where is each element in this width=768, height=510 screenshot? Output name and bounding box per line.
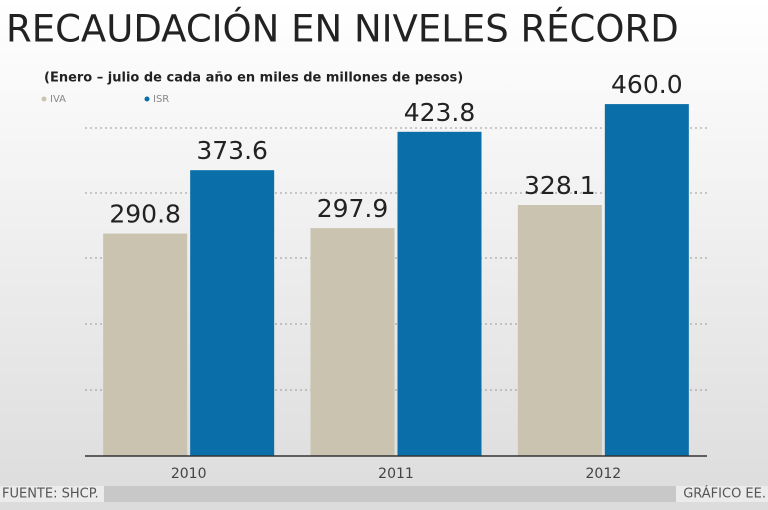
footer-right	[676, 486, 768, 502]
credit: GRÁFICO EE.	[683, 486, 766, 502]
value-label: 373.6	[196, 136, 268, 165]
value-label: 423.8	[404, 98, 476, 127]
bar	[604, 104, 689, 456]
value-label: 290.8	[109, 200, 181, 229]
x-tick-label: 2012	[586, 466, 622, 482]
footer-left	[0, 486, 104, 502]
bar	[103, 233, 188, 456]
grid	[85, 127, 707, 391]
value-label: 460.0	[611, 70, 683, 99]
bar	[190, 170, 275, 457]
bar	[310, 228, 395, 456]
legend-swatch	[144, 96, 150, 102]
footer-bar	[0, 486, 768, 502]
legend-swatch	[41, 96, 47, 102]
chart-title: RECAUDACIÓN EN NIVELES RÉCORD	[6, 7, 679, 51]
chart-subtitle: (Enero – julio de cada año en miles de m…	[44, 71, 463, 86]
bar	[517, 205, 602, 456]
value-label: 328.1	[524, 171, 596, 200]
bar	[397, 131, 482, 456]
legend-label: ISR	[153, 94, 169, 105]
x-tick-label: 2010	[171, 466, 207, 482]
value-label: 297.9	[317, 194, 389, 223]
source: FUENTE: SHCP.	[2, 487, 99, 502]
x-tick-label: 2011	[378, 466, 414, 482]
legend-label: IVA	[50, 94, 66, 105]
